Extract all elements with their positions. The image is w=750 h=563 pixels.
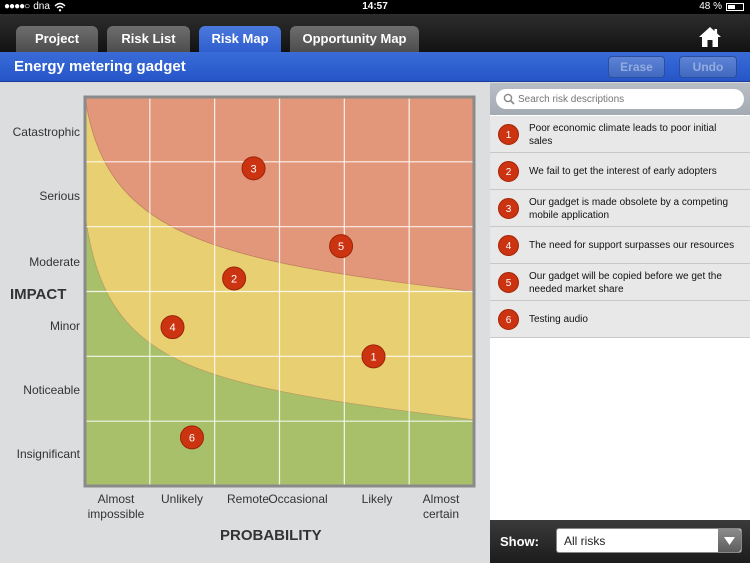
- erase-button[interactable]: Erase: [608, 56, 665, 78]
- risk-number-badge: 1: [498, 124, 519, 145]
- risk-marker-label: 3: [251, 163, 257, 175]
- risk-number-badge: 4: [498, 235, 519, 256]
- risk-marker-1[interactable]: 1: [361, 344, 386, 369]
- risk-number-badge: 5: [498, 272, 519, 293]
- tab-bar: Project Risk List Risk Map Opportunity M…: [0, 14, 750, 52]
- risk-marker-label: 6: [189, 432, 195, 444]
- probability-axis-title: PROBABILITY: [220, 527, 322, 544]
- tab-project[interactable]: Project: [16, 26, 98, 52]
- impact-level-catastrophic: Catastrophic: [12, 125, 80, 139]
- risk-map-chart[interactable]: 1 2 3 4 5 6: [0, 83, 490, 493]
- risk-item-3[interactable]: 3 Our gadget is made obsolete by a compe…: [490, 190, 750, 227]
- search-bar: [490, 83, 750, 115]
- battery-icon: [726, 2, 744, 11]
- risk-description: Our gadget is made obsolete by a competi…: [529, 196, 729, 221]
- dropdown-arrow-icon[interactable]: [718, 529, 741, 552]
- filter-footer: Show: All risks: [490, 520, 750, 563]
- risk-list: 1 Poor economic climate leads to poor in…: [490, 116, 750, 338]
- carrier-name: dna: [33, 1, 50, 12]
- search-input[interactable]: [518, 91, 738, 107]
- risk-marker-2[interactable]: 2: [222, 266, 247, 291]
- risk-description: The need for support surpasses our resou…: [529, 240, 735, 251]
- risk-marker-label: 2: [231, 274, 237, 286]
- risk-marker-label: 5: [338, 241, 344, 253]
- risk-number-badge: 2: [498, 161, 519, 182]
- search-box[interactable]: [496, 89, 744, 109]
- risk-number-badge: 6: [498, 309, 519, 330]
- impact-axis-title: IMPACT: [10, 286, 67, 303]
- risk-marker-3[interactable]: 3: [241, 156, 266, 181]
- risk-filter-select[interactable]: All risks: [556, 528, 742, 553]
- tab-risk-map[interactable]: Risk Map: [199, 26, 281, 52]
- probability-level-likely: Likely: [361, 492, 393, 506]
- status-bar: ●●●●○ dna 14:57 48 %: [0, 0, 750, 14]
- risk-item-2[interactable]: 2 We fail to get the interest of early a…: [490, 153, 750, 190]
- risk-item-6[interactable]: 6 Testing audio: [490, 301, 750, 338]
- signal-icon: ●●●●○: [4, 1, 30, 12]
- grid-lines: [85, 97, 474, 486]
- impact-level-minor: Minor: [49, 319, 80, 333]
- title-bar: Energy metering gadget Erase Undo: [0, 52, 750, 82]
- risk-marker-5[interactable]: 5: [329, 234, 354, 259]
- risk-item-5[interactable]: 5 Our gadget will be copied before we ge…: [490, 264, 750, 301]
- risk-filter-value: All risks: [564, 534, 606, 548]
- project-title: Energy metering gadget: [14, 58, 186, 75]
- impact-level-serious: Serious: [39, 189, 80, 203]
- risk-description: Poor economic climate leads to poor init…: [529, 122, 717, 147]
- risk-marker-label: 1: [370, 351, 376, 363]
- map-frame: [83, 95, 476, 488]
- risk-marker-6[interactable]: 6: [179, 425, 204, 450]
- risk-item-4[interactable]: 4 The need for support surpasses our res…: [490, 227, 750, 264]
- show-label: Show:: [500, 534, 539, 549]
- risk-number-badge: 3: [498, 198, 519, 219]
- risk-description: We fail to get the interest of early ado…: [529, 166, 717, 177]
- risk-description: Testing audio: [529, 314, 588, 325]
- probability-level-occasional: Occasional: [268, 492, 328, 506]
- impact-level-insignificant: Insignificant: [16, 447, 80, 461]
- probability-level-unlikely: Unlikely: [160, 492, 203, 506]
- search-icon: [503, 93, 515, 105]
- risk-markers: 1 2 3 4 5 6: [160, 156, 386, 450]
- impact-level-noticeable: Noticeable: [23, 383, 80, 397]
- tab-opportunity-map[interactable]: Opportunity Map: [290, 26, 419, 52]
- battery-percent: 48 %: [699, 1, 722, 12]
- risk-list-panel: 1 Poor economic climate leads to poor in…: [490, 83, 750, 563]
- wifi-icon: [54, 2, 66, 11]
- home-icon[interactable]: [698, 26, 722, 48]
- risk-item-1[interactable]: 1 Poor economic climate leads to poor in…: [490, 116, 750, 153]
- risk-marker-label: 4: [169, 322, 175, 334]
- probability-level-almost-certain: Almost certain: [422, 492, 460, 521]
- tab-risk-list[interactable]: Risk List: [107, 26, 190, 52]
- status-time: 14:57: [362, 1, 388, 12]
- undo-button[interactable]: Undo: [679, 56, 737, 78]
- risk-marker-4[interactable]: 4: [160, 315, 185, 340]
- probability-level-almost-impossible: Almost impossible: [87, 492, 145, 521]
- risk-map-area: Catastrophic Serious Moderate IMPACT Min…: [0, 83, 490, 563]
- risk-description: Our gadget will be copied before we get …: [529, 270, 722, 295]
- impact-level-moderate: Moderate: [29, 255, 80, 269]
- probability-level-remote: Remote: [226, 492, 270, 506]
